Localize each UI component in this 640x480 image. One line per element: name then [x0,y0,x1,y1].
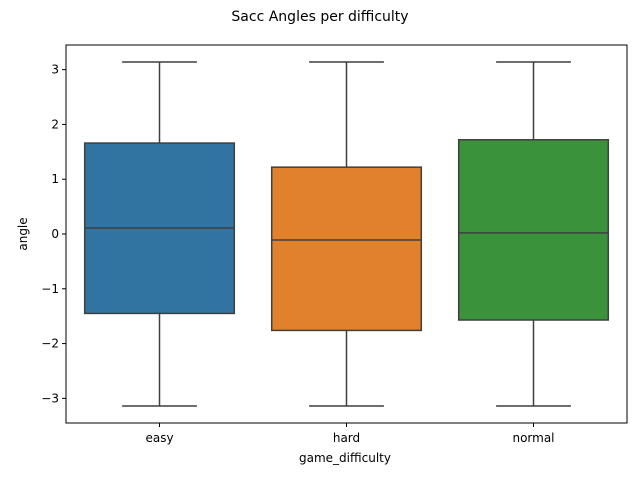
y-tick-label: 3 [51,63,59,77]
y-tick-label: −3 [41,391,59,405]
y-tick-label: 2 [51,117,59,131]
box-group-hard [270,61,423,407]
x-tick-label: hard [333,431,360,445]
box-group-normal [457,61,610,407]
x-axis-label: game_difficulty [299,451,391,465]
x-tick-label: easy [145,431,173,445]
y-tick-label: 1 [51,172,59,186]
box-normal [457,139,610,321]
chart-title: Sacc Angles per difficulty [231,9,408,25]
box-group-easy [83,61,236,407]
box-hard [270,166,423,332]
y-tick-label: −2 [41,337,59,351]
y-tick-label: 0 [51,227,59,241]
x-tick-label: normal [512,431,554,445]
y-tick-label: −1 [41,282,59,296]
y-axis-label: angle [16,217,30,250]
